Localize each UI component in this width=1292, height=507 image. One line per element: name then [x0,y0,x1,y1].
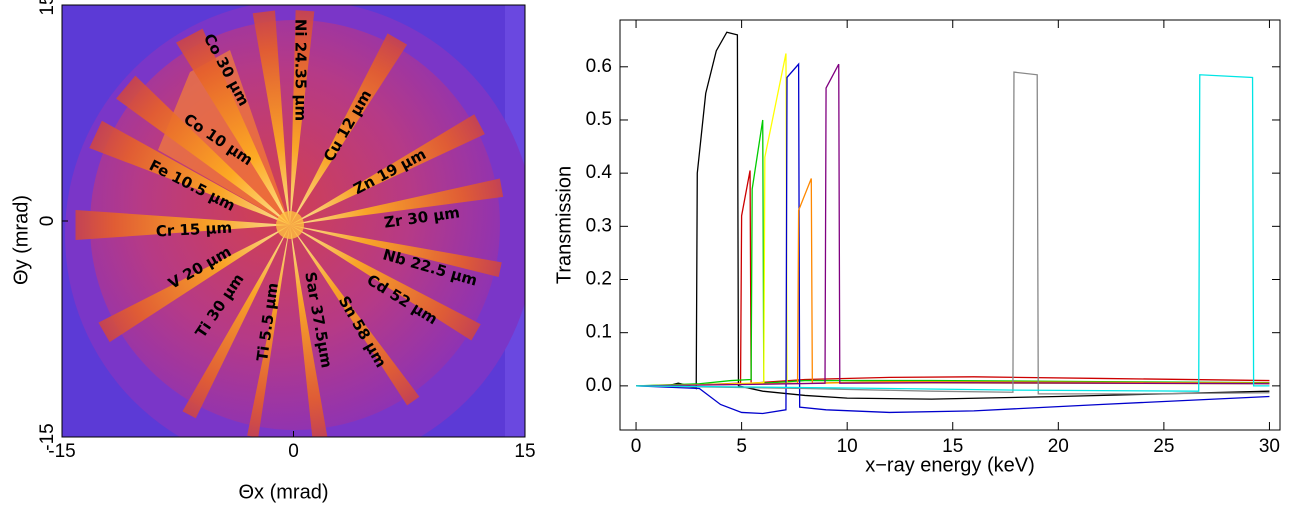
x-axis-label: x−ray energy (keV) [865,454,1035,476]
filter-streak [290,225,502,278]
filter-streak [290,225,328,437]
filter-streak [290,10,315,226]
series-line [636,71,1270,395]
x-tick-label: 30 [1259,436,1280,457]
y-tick-label: 15 [37,0,58,16]
x-tick-label: 0 [631,436,642,457]
x-tick-label: 0 [288,441,299,462]
filter-wedges [75,10,504,437]
x-tick-label: 20 [1048,436,1069,457]
series-line [636,170,1270,387]
filter-label: Ni 24.35 µm [292,19,310,121]
x-tick-label: 10 [837,436,858,457]
y-tick-label: 0.5 [586,109,612,130]
filter-streak [290,225,481,341]
filter-streak [182,225,290,419]
filter-streak [176,28,290,226]
series-line [636,74,1270,392]
series-line [636,178,1270,387]
y-tick-label: 0.0 [586,375,612,396]
plot-frame [619,19,1281,431]
x-tick-label: 25 [1153,436,1174,457]
y-tick-label: 0.3 [586,215,612,236]
y-axis-label: Θy (mrad) [10,195,32,285]
filter-streak [290,178,504,225]
y-axis-label: Transmission [553,166,575,284]
filter-streak [247,225,290,437]
filter-streak [116,75,291,225]
filter-streak [252,10,290,226]
y-tick-label: 0.6 [586,56,612,77]
x-axis-label: Θx (mrad) [239,481,329,503]
y-tick-label: 0 [37,216,58,227]
filter-label: Cr 15 µm [155,219,232,241]
filter-streak [75,210,290,240]
y-tick-label: -15 [37,423,58,450]
filter-streak [290,225,420,406]
y-tick-label: 0.2 [586,269,612,290]
series-line [636,62,1270,415]
x-tick-label: -15 [48,441,75,462]
series-line [636,63,1270,387]
x-tick-label: 5 [736,436,747,457]
filter-streak [89,120,290,225]
x-tick-label: 15 [514,441,535,462]
y-tick-label: 0.4 [586,162,613,183]
filter-streak [98,225,290,343]
series-line [636,53,1270,387]
x-tick-label: 15 [942,436,963,457]
beam-center [276,211,304,239]
filter-streak [290,33,408,226]
series-line [636,31,1270,400]
filter-streak [290,114,485,225]
y-tick-label: 0.1 [586,322,612,343]
series-line [636,119,1270,387]
